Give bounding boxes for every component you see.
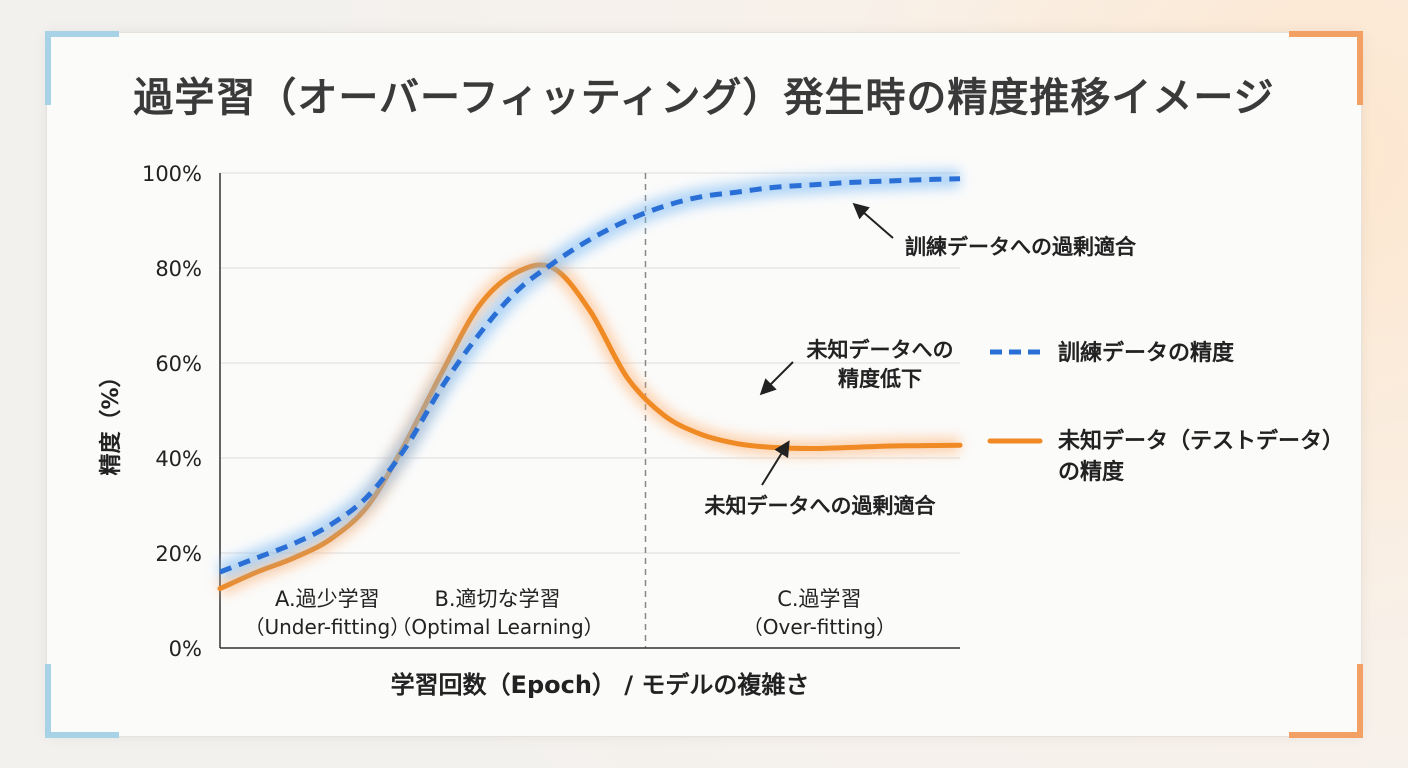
annotation-test-overfit: 未知データへの過剰適合 [705, 494, 937, 518]
legend-test-label-line1: 未知データ（テストデータ） [1058, 428, 1344, 454]
phase-sublabel: （Over-fitting） [743, 615, 896, 639]
legend-test-label-line2: の精度 [1058, 459, 1125, 485]
series-lines [216, 169, 963, 596]
axes: 0% 20% 40% 60% 80% 100% 精度（%） 学習回数（Epoch） / モデル… [98, 162, 960, 699]
y-tick-label: 80% [155, 257, 202, 281]
corner-accent-bottom-left [45, 664, 119, 738]
annotation-train-overfit: 訓練データへの過剰適合 [905, 235, 1137, 259]
annotation-arrow [761, 440, 790, 486]
phase-sublabel: （Under-fitting） [244, 615, 410, 639]
annotation-test-drop-line2: 精度低下 [838, 367, 922, 391]
y-axis-label: 精度（%） [98, 365, 124, 475]
phase-label: B.適切な学習 [434, 587, 560, 611]
legend-train-label: 訓練データの精度 [1058, 340, 1235, 366]
y-tick-label: 100% [142, 162, 202, 186]
chart-labels: A.過少学習 （Under-fitting） B.適切な学習 （Optimal Lea… [244, 202, 1344, 639]
y-tick-label: 20% [155, 542, 202, 566]
corner-accent-top-right [1289, 31, 1363, 105]
corner-accent-bottom-right [1289, 664, 1363, 738]
annotation-test-drop-line1: 未知データへの [807, 338, 954, 362]
phase-sublabel: （Optimal Learning） [391, 615, 603, 639]
phase-label: C.過学習 [777, 587, 861, 611]
corner-accent-top-left [45, 31, 119, 105]
chart-card [45, 31, 1363, 738]
test-accuracy-line [217, 262, 963, 592]
annotation-arrow [852, 202, 894, 239]
grid-lines [220, 172, 960, 648]
phase-label: A.過少学習 [275, 587, 380, 611]
x-axis-label: 学習回数（Epoch） / モデルの複雑さ [391, 671, 810, 699]
y-tick-label: 60% [155, 352, 202, 376]
annotation-arrow [759, 361, 794, 396]
chart-title: 過学習（オーバーフィッティング）発生時の精度推移イメージ [133, 75, 1275, 121]
y-tick-label: 40% [155, 447, 202, 471]
train-accuracy-line [219, 176, 961, 575]
y-tick-label: 0% [169, 637, 202, 661]
